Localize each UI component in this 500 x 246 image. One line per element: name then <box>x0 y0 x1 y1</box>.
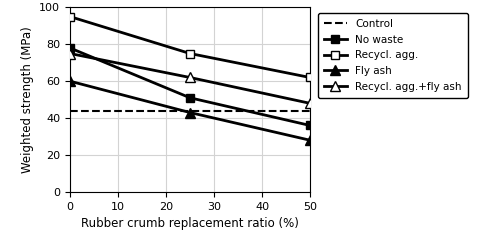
Y-axis label: Weighted strength (MPa): Weighted strength (MPa) <box>20 26 34 173</box>
X-axis label: Rubber crumb replacement ratio (%): Rubber crumb replacement ratio (%) <box>81 217 299 230</box>
Legend: Control, No waste, Recycl. agg., Fly ash, Recycl. agg.+fly ash: Control, No waste, Recycl. agg., Fly ash… <box>318 13 468 98</box>
